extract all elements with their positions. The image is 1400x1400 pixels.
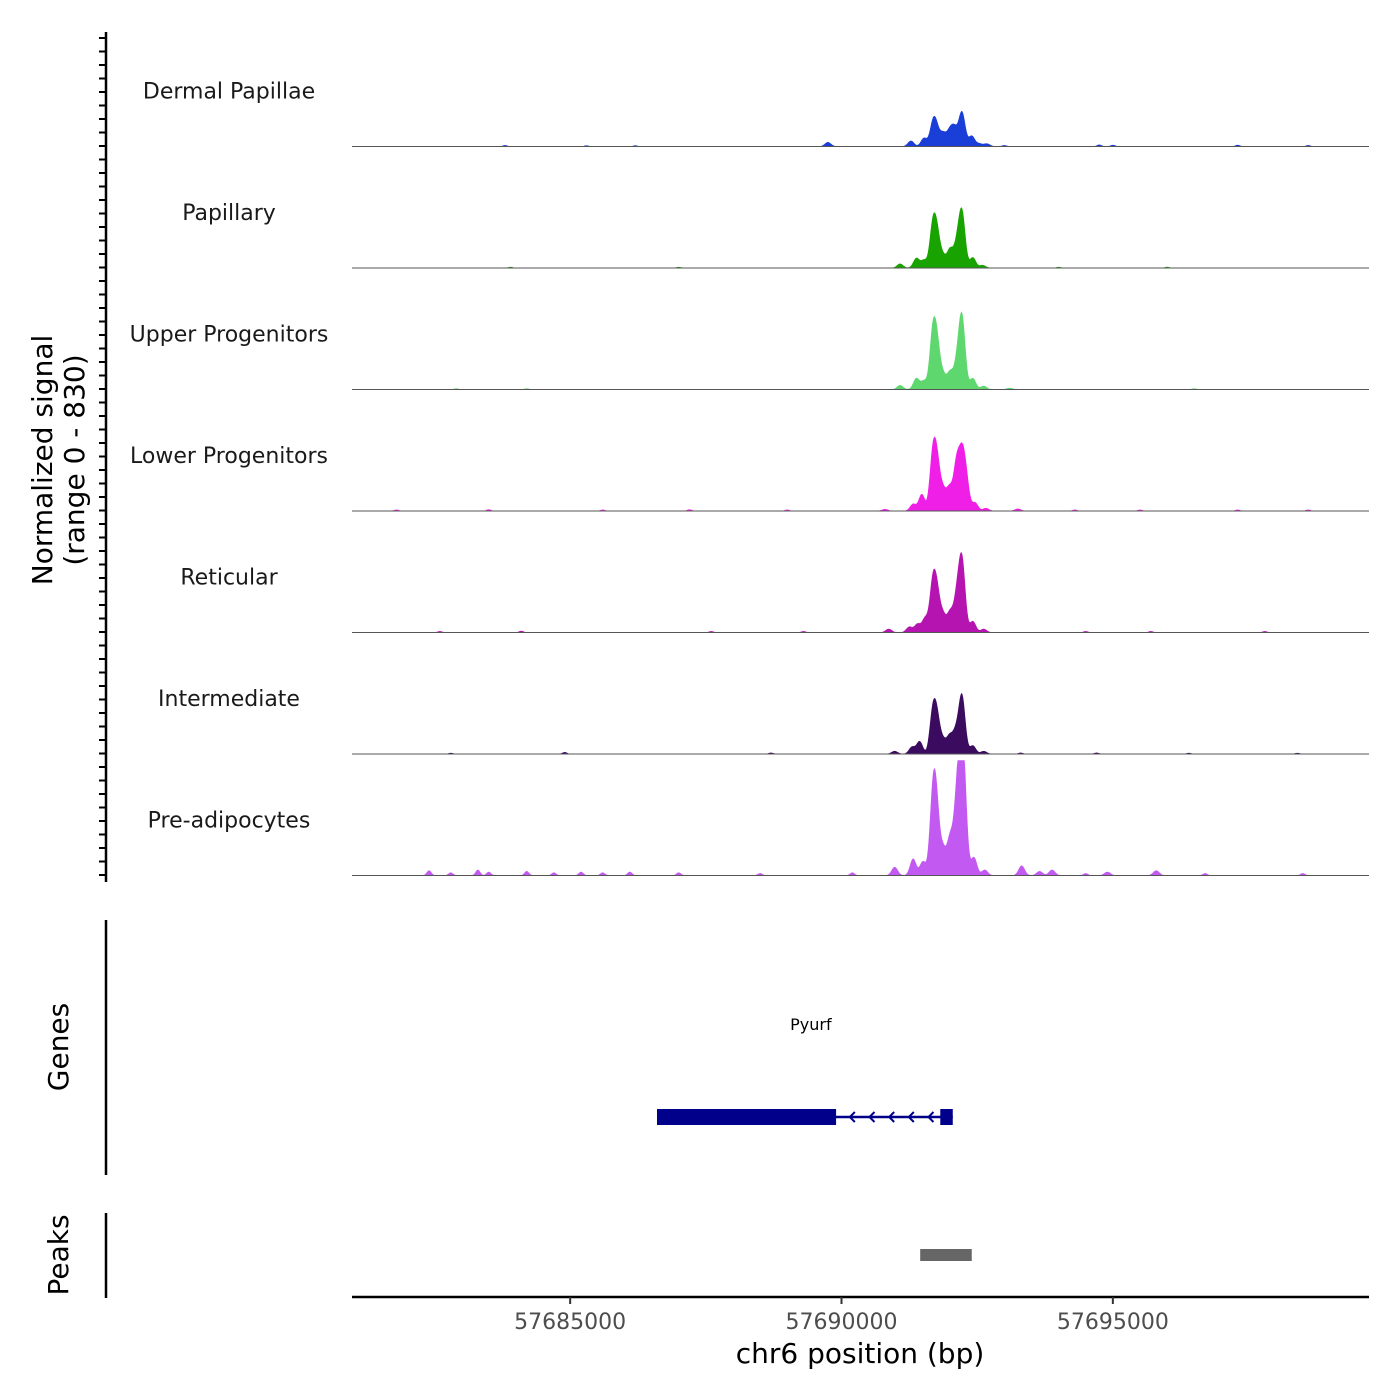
signal-y-ticks <box>99 37 106 876</box>
gene-exon <box>940 1109 953 1125</box>
signal-tracks: Dermal Papillae Papillary Upper Progenitor… <box>130 80 1369 877</box>
y-axis-title-line1: Normalized signal <box>26 335 59 586</box>
track-pre-adipocytes: Pre-adipocytes <box>148 760 1369 877</box>
coverage-area <box>352 552 1369 633</box>
x-axis-title: chr6 position (bp) <box>736 1337 985 1370</box>
coverage-area <box>352 207 1369 269</box>
x-tick-label: 57695000 <box>1057 1310 1169 1335</box>
track-intermediate: Intermediate <box>158 687 1369 755</box>
strand-arrow <box>927 1111 935 1123</box>
track-label: Intermediate <box>158 687 300 712</box>
track-reticular: Reticular <box>180 552 1369 634</box>
track-papillary: Papillary <box>182 201 1369 269</box>
strand-arrow <box>868 1111 876 1123</box>
coverage-area <box>352 693 1369 755</box>
track-label: Papillary <box>182 201 276 226</box>
gene-exon <box>656 1109 837 1125</box>
track-lower-progenitors: Lower Progenitors <box>130 436 1369 512</box>
strand-arrow <box>887 1111 895 1123</box>
strand-arrow <box>907 1111 915 1123</box>
peaks-track-title: Peaks <box>42 1214 75 1295</box>
track-upper-progenitors: Upper Progenitors <box>130 311 1369 391</box>
track-label: Lower Progenitors <box>130 444 328 469</box>
genes-track-title: Genes <box>42 1003 75 1091</box>
coverage-area <box>352 111 1369 147</box>
peak-region <box>920 1249 972 1261</box>
coverage-area <box>352 760 1369 876</box>
peaks-track <box>920 1249 972 1261</box>
y-axis-title-line2: (range 0 - 830) <box>58 354 91 565</box>
track-label: Dermal Papillae <box>143 80 315 105</box>
x-tick-label: 57685000 <box>514 1310 626 1335</box>
x-tick-label: 57690000 <box>786 1310 898 1335</box>
track-label: Upper Progenitors <box>130 323 329 348</box>
coverage-area <box>352 311 1369 390</box>
track-label: Pre-adipocytes <box>148 809 311 834</box>
track-label: Reticular <box>180 566 278 591</box>
track-dermal-papillae: Dermal Papillae <box>143 80 1369 148</box>
x-axis-ticks: 57685000 57690000 57695000 <box>514 1297 1169 1335</box>
strand-arrow <box>848 1111 856 1123</box>
coverage-area <box>352 436 1369 512</box>
genes-track: Pyurf <box>656 1015 953 1125</box>
gene-label: Pyurf <box>790 1015 832 1034</box>
